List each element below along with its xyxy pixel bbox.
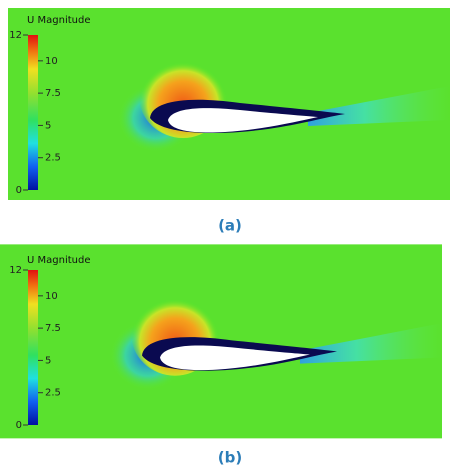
tick-label: 0	[16, 185, 22, 196]
tick-label: 0	[16, 420, 22, 431]
colorbar	[28, 270, 38, 425]
colorbar-title: U Magnitude	[27, 15, 90, 26]
tick-label: 10	[45, 56, 58, 67]
tick-label: 12	[9, 30, 22, 41]
caption: (b)	[218, 449, 242, 467]
tick-label: 5	[45, 355, 51, 366]
tick-label: 10	[45, 291, 58, 302]
tick-label: 5	[45, 120, 51, 131]
tick-label: 2.5	[45, 153, 61, 164]
tick-label: 7.5	[45, 323, 61, 334]
colorbar-title: U Magnitude	[27, 255, 90, 266]
panel-b: U Magnitude (b) 0 2.5 5 7.5 10 12	[0, 244, 442, 467]
tick-label: 2.5	[45, 388, 61, 399]
colorbar	[28, 35, 38, 190]
tick-label: 12	[9, 265, 22, 276]
flow-field	[8, 8, 450, 200]
flow-field	[0, 244, 442, 439]
tick-label: 7.5	[45, 88, 61, 99]
caption: (a)	[218, 217, 242, 235]
panel-a: U Magnitude (a) 0 2.5 5 7.5 10 12	[8, 8, 450, 235]
